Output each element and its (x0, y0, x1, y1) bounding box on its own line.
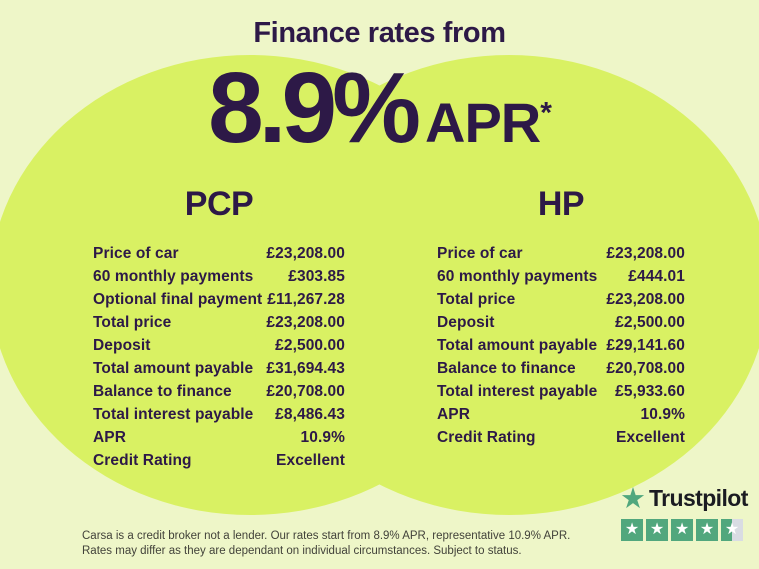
table-row: 60 monthly payments £303.85 (93, 265, 345, 288)
table-row: Balance to finance £20,708.00 (437, 357, 685, 380)
rating-star-box: ★ (721, 519, 743, 541)
trustpilot-logo: ★ Trustpilot (620, 482, 748, 515)
row-label: Deposit (93, 337, 151, 354)
table-row: Credit Rating Excellent (93, 449, 345, 472)
row-label: Total interest payable (93, 406, 254, 423)
pcp-heading: PCP (184, 185, 254, 223)
row-value: £2,500.00 (275, 337, 345, 354)
row-label: 60 monthly payments (437, 268, 598, 285)
row-value: £23,208.00 (266, 245, 345, 262)
hp-heading: HP (537, 185, 585, 223)
row-label: Price of car (437, 245, 523, 262)
pcp-rows: Price of car £23,208.00 60 monthly payment… (93, 242, 345, 472)
row-value: £20,708.00 (266, 383, 345, 400)
disclaimer-text: Carsa is a credit broker not a lender. O… (82, 530, 571, 557)
row-label: Balance to finance (437, 360, 576, 377)
row-label: Total price (93, 314, 172, 331)
row-label: 60 monthly payments (93, 268, 254, 285)
row-label: APR (93, 429, 127, 446)
rate-suffix-label: APR (425, 91, 541, 154)
table-row: APR 10.9% (437, 403, 685, 426)
row-value: 10.9% (300, 429, 345, 446)
table-row: Total amount payable £29,141.60 (437, 334, 685, 357)
table-row: Total interest payable £8,486.43 (93, 403, 345, 426)
row-label: Total price (437, 291, 516, 308)
table-row: APR 10.9% (93, 426, 345, 449)
table-row: Total amount payable £31,694.43 (93, 357, 345, 380)
star-icon: ★ (624, 521, 640, 538)
table-row: Balance to finance £20,708.00 (93, 380, 345, 403)
row-value: Excellent (276, 452, 345, 469)
hp-finance-table: HP Price of car £23,208.00 60 monthly paym… (437, 185, 685, 449)
row-label: Total interest payable (437, 383, 598, 400)
row-value: £20,708.00 (606, 360, 685, 377)
row-label: Balance to finance (93, 383, 232, 400)
row-label: Price of car (93, 245, 179, 262)
table-row: Total price £23,208.00 (437, 288, 685, 311)
star-icon: ★ (724, 521, 740, 538)
row-label: Credit Rating (93, 452, 192, 469)
rate-asterisk: * (540, 96, 552, 130)
table-row: Total price £23,208.00 (93, 311, 345, 334)
pcp-finance-table: PCP Price of car £23,208.00 60 monthly pay… (93, 185, 345, 472)
rating-star-box: ★ (671, 519, 693, 541)
row-value: £2,500.00 (615, 314, 685, 331)
headline-rate: 8.9% APR* (0, 58, 759, 158)
table-row: Price of car £23,208.00 (93, 242, 345, 265)
row-value: £23,208.00 (606, 291, 685, 308)
decorative-circle-right (249, 55, 759, 515)
row-value: £31,694.43 (266, 360, 345, 377)
row-value: £29,141.60 (606, 337, 685, 354)
row-label: Deposit (437, 314, 495, 331)
star-icon: ★ (699, 521, 715, 538)
rate-value: 8.9% (208, 52, 421, 164)
table-row: Deposit £2,500.00 (93, 334, 345, 357)
row-label: Total amount payable (93, 360, 254, 377)
row-value: 10.9% (640, 406, 685, 423)
rate-suffix: APR* (425, 95, 552, 151)
row-value: £5,933.60 (615, 383, 685, 400)
row-value: £23,208.00 (266, 314, 345, 331)
row-value: Excellent (616, 429, 685, 446)
table-row: Optional final payment £11,267.28 (93, 288, 345, 311)
page-title: Finance rates from (253, 17, 506, 49)
table-row: Price of car £23,208.00 (437, 242, 685, 265)
trustpilot-star-icon: ★ (620, 482, 646, 515)
row-label: APR (437, 406, 471, 423)
table-row: Deposit £2,500.00 (437, 311, 685, 334)
row-value: £23,208.00 (606, 245, 685, 262)
table-row: Total interest payable £5,933.60 (437, 380, 685, 403)
row-label: Total amount payable (437, 337, 598, 354)
row-value: £11,267.28 (267, 291, 345, 308)
table-row: 60 monthly payments £444.01 (437, 265, 685, 288)
row-value: £444.01 (628, 268, 685, 285)
trustpilot-wordmark: Trustpilot (649, 485, 748, 511)
row-value: £8,486.43 (275, 406, 345, 423)
trustpilot-widget[interactable]: ★ Trustpilot ★ ★ ★ ★ ★ (620, 482, 748, 541)
rating-star-box: ★ (646, 519, 668, 541)
row-value: £303.85 (288, 268, 345, 285)
row-label: Optional final payment (93, 291, 263, 308)
rating-star-box: ★ (621, 519, 643, 541)
table-row: Credit Rating Excellent (437, 426, 685, 449)
hp-rows: Price of car £23,208.00 60 monthly payment… (437, 242, 685, 449)
star-icon: ★ (674, 521, 690, 538)
trustpilot-rating-stars: ★ ★ ★ ★ ★ (621, 519, 748, 541)
row-label: Credit Rating (437, 429, 536, 446)
star-icon: ★ (649, 521, 665, 538)
rating-star-box: ★ (696, 519, 718, 541)
